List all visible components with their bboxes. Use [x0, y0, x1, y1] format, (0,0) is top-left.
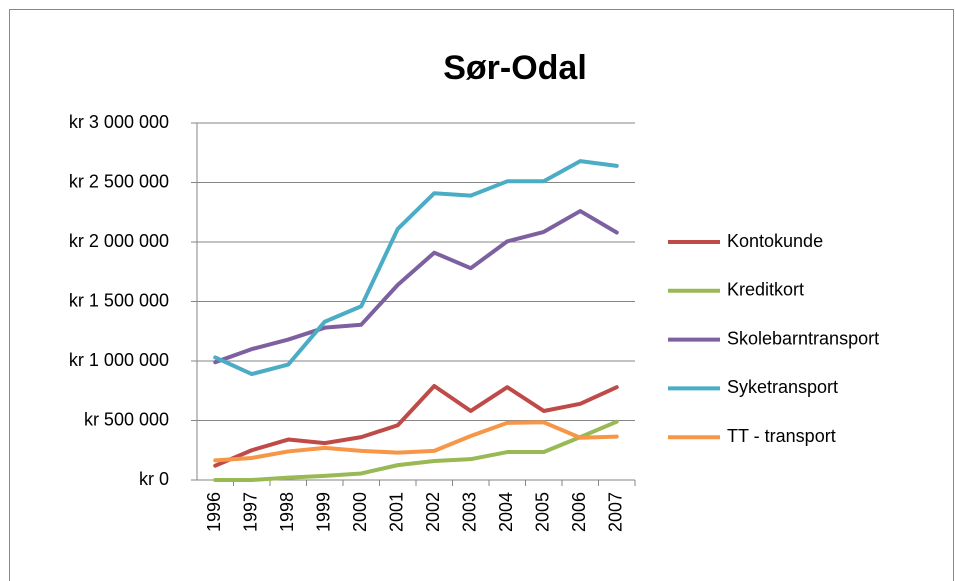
y-tick-label: kr 500 000: [84, 409, 169, 429]
x-tick-label: 2001: [387, 492, 407, 532]
x-tick-label: 1999: [314, 492, 334, 532]
x-tick-label: 1996: [204, 492, 224, 532]
x-tick-label: 2003: [460, 492, 480, 532]
series-line: [213, 383, 619, 468]
series-line: [213, 419, 619, 482]
x-tick-label: 1997: [241, 492, 261, 532]
x-tick-label: 2005: [533, 492, 553, 532]
legend-label: Kreditkort: [727, 280, 804, 300]
chart-title: Sør-Odal: [443, 49, 587, 87]
x-tick-label: 2002: [423, 492, 443, 532]
y-tick-label: kr 1 500 000: [69, 290, 169, 310]
x-tick-label: 1998: [277, 492, 297, 532]
y-tick-label: kr 3 000 000: [69, 112, 169, 132]
legend-label: TT - transport: [727, 426, 836, 446]
x-tick-label: 2000: [350, 492, 370, 532]
y-tick-label: kr 1 000 000: [69, 350, 169, 370]
x-tick-label: 2004: [496, 492, 516, 532]
y-tick-label: kr 2 500 000: [69, 171, 169, 191]
legend-label: Kontokunde: [727, 231, 823, 251]
y-tick-label: kr 0: [139, 469, 169, 489]
series-line: [213, 420, 619, 463]
y-tick-label: kr 2 000 000: [69, 231, 169, 251]
x-tick-label: 2006: [569, 492, 589, 532]
series-line: [213, 209, 619, 365]
series-line: [213, 159, 619, 377]
legend-label: Syketransport: [727, 377, 838, 397]
legend-label: Skolebarntransport: [727, 328, 879, 348]
chart-border: [9, 9, 954, 581]
x-tick-label: 2007: [606, 492, 626, 532]
